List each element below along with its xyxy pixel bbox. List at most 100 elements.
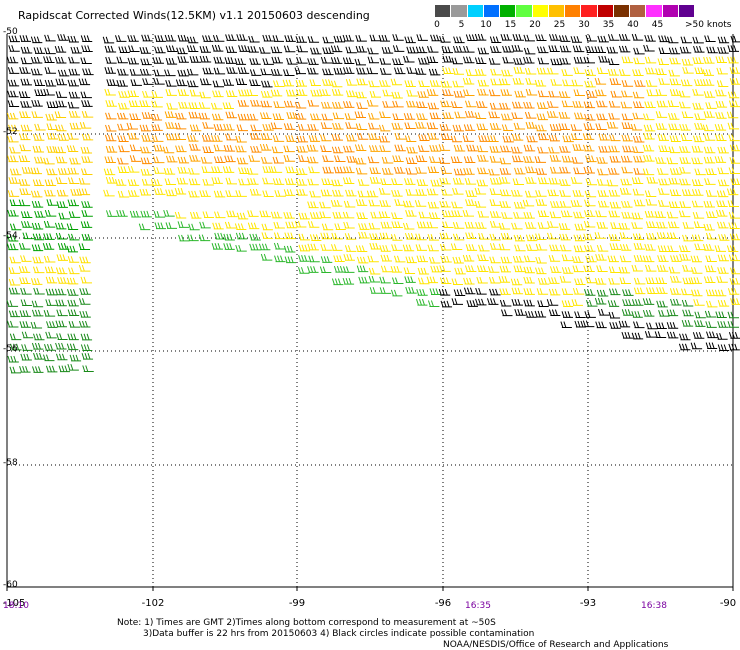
wind-barb — [67, 199, 79, 207]
wind-barb — [499, 102, 511, 110]
wind-barb — [103, 168, 116, 176]
wind-barb — [442, 55, 454, 63]
lat-label: -52 — [3, 127, 18, 137]
wind-barb — [427, 300, 440, 308]
wind-barb — [154, 222, 166, 230]
wind-barb — [355, 167, 368, 175]
wind-barb — [477, 79, 490, 87]
wind-barb — [622, 289, 634, 296]
wind-barb — [608, 277, 620, 285]
wind-barb — [153, 69, 166, 77]
wind-barb — [69, 157, 81, 165]
wind-barb — [549, 155, 562, 162]
wind-barb — [621, 122, 634, 129]
wind-barb — [260, 253, 273, 261]
wind-barb — [150, 179, 163, 186]
wind-barb — [354, 157, 367, 165]
wind-barb — [501, 124, 514, 131]
wind-barb — [379, 145, 391, 152]
wind-barb — [690, 342, 703, 350]
wind-barb — [418, 134, 430, 142]
wind-barb — [380, 178, 392, 185]
wind-barb — [595, 254, 607, 261]
wind-barb — [633, 277, 646, 285]
wind-barb — [9, 199, 22, 207]
wind-barb — [56, 309, 68, 317]
wind-barb — [594, 77, 607, 85]
wind-barb — [596, 113, 608, 121]
wind-barb — [20, 57, 33, 65]
wind-barb — [235, 145, 247, 153]
wind-barb — [571, 299, 583, 306]
wind-barb — [104, 67, 116, 74]
wind-barb — [78, 78, 91, 86]
wind-barb — [262, 58, 274, 65]
wind-barb — [165, 222, 178, 229]
wind-barb — [703, 56, 715, 64]
wind-barb — [308, 255, 320, 263]
wind-barb — [582, 320, 595, 328]
wind-barb — [330, 57, 343, 64]
wind-barb — [19, 111, 31, 118]
wind-barb — [682, 277, 694, 285]
wind-barb — [414, 68, 427, 75]
wind-barb — [510, 146, 523, 154]
wind-barb — [333, 67, 346, 75]
wind-barb — [730, 178, 740, 186]
wind-barb — [585, 155, 597, 163]
wind-barb — [45, 113, 57, 121]
wind-barb — [680, 36, 692, 44]
wind-barb — [368, 199, 380, 207]
wind-barb — [705, 211, 718, 219]
wind-barb — [730, 298, 740, 305]
wind-barb — [45, 288, 58, 296]
wind-barb — [536, 46, 549, 54]
wind-barb — [585, 91, 598, 98]
wind-barb — [31, 300, 44, 308]
wind-barb — [633, 321, 645, 329]
wind-barb — [379, 276, 391, 284]
wind-barb — [213, 56, 225, 64]
wind-barb — [513, 265, 525, 273]
wind-barb — [81, 168, 93, 176]
wind-barb — [138, 223, 151, 231]
wind-barb — [43, 255, 56, 263]
wind-barb — [607, 167, 620, 175]
wind-barb — [583, 166, 595, 174]
wind-barb — [656, 232, 669, 239]
wind-barb — [380, 265, 393, 273]
wind-barb — [692, 57, 704, 64]
wind-barb — [715, 56, 727, 63]
wind-barb — [198, 102, 211, 109]
wind-barb — [680, 288, 693, 296]
wind-barb — [8, 45, 20, 52]
wind-barb — [499, 265, 512, 273]
wind-barb — [43, 157, 55, 165]
wind-barb — [153, 167, 165, 174]
wind-barb — [356, 265, 369, 273]
wind-barb — [705, 255, 717, 263]
wind-barb — [729, 78, 740, 85]
wind-barb — [79, 310, 91, 318]
wind-barb — [260, 68, 272, 76]
wind-barb — [261, 156, 273, 164]
wind-barb — [548, 309, 561, 317]
wind-barb — [668, 113, 680, 120]
wind-barb — [668, 266, 681, 274]
wind-barb — [558, 123, 571, 131]
wind-barb — [682, 66, 694, 74]
wind-barb — [80, 221, 93, 228]
legend-swatch — [630, 5, 647, 17]
wind-barb — [225, 46, 237, 53]
wind-barb — [477, 210, 490, 218]
wind-barb — [415, 46, 428, 54]
wind-barb — [309, 234, 322, 241]
wind-barb — [307, 58, 319, 65]
wind-barb — [465, 69, 478, 76]
wind-barb — [513, 201, 526, 209]
wind-barb — [414, 200, 427, 207]
wind-barb — [441, 188, 453, 196]
wind-barb — [430, 179, 442, 187]
wind-barb — [558, 111, 571, 119]
wind-barb — [597, 168, 609, 176]
